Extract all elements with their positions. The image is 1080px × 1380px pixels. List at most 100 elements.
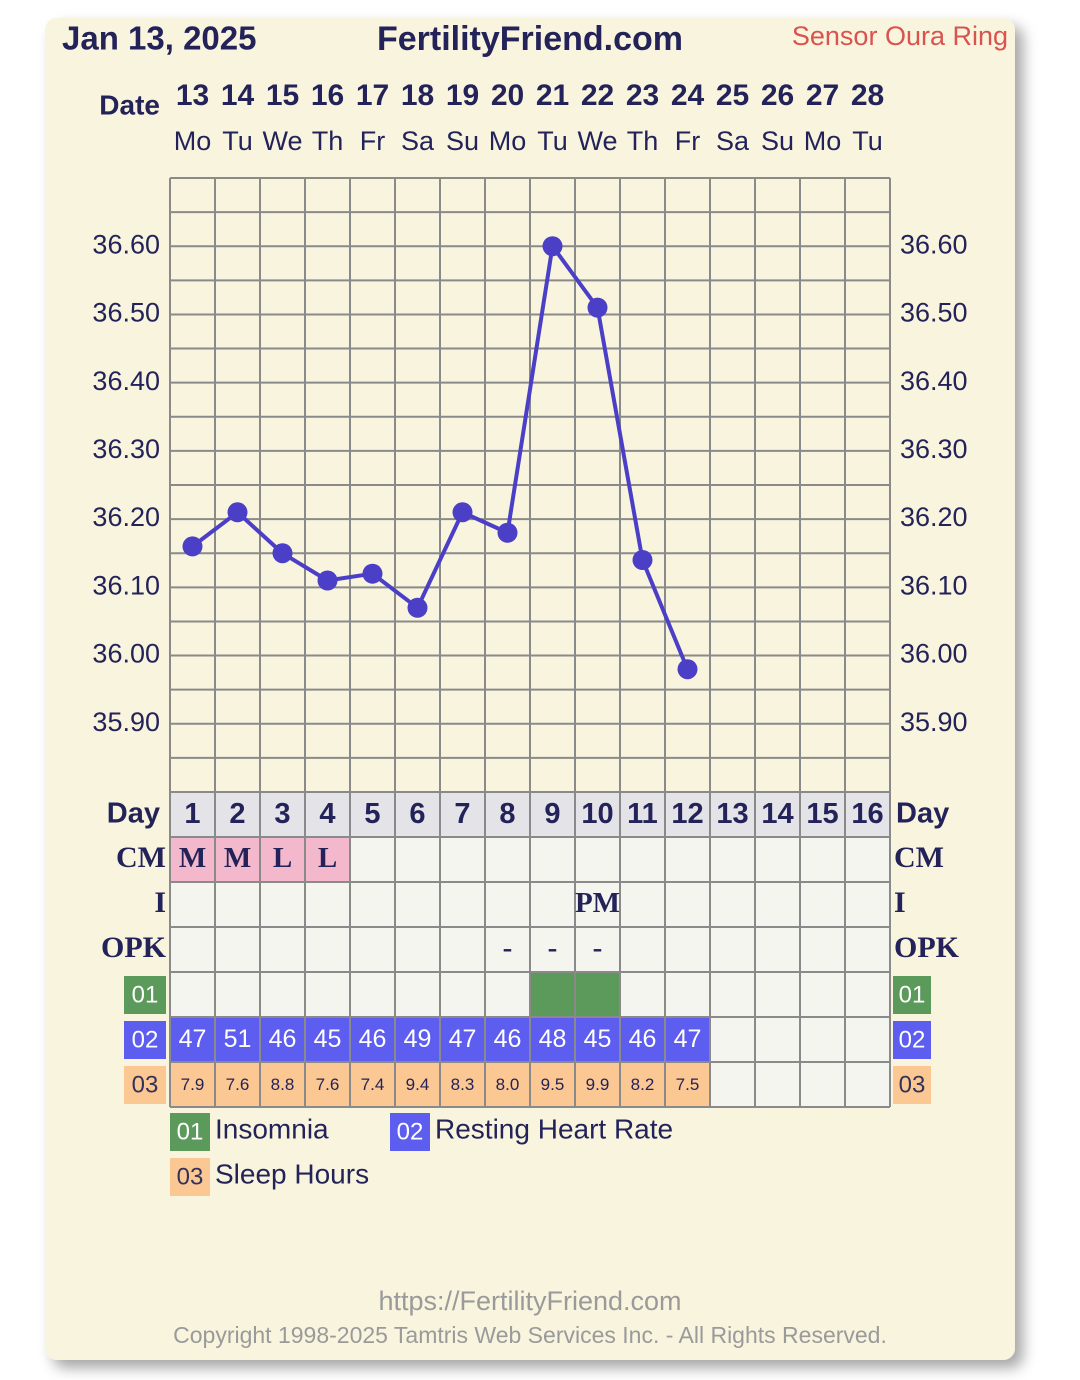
day-label: Day [896, 798, 949, 830]
insomnia-cell [575, 972, 620, 1017]
weekday-label: Mo [804, 126, 842, 156]
row-label: OPK [101, 931, 167, 964]
temperature-line [191, 244, 690, 670]
rhr-cell [440, 1017, 485, 1062]
weekday-label: Th [627, 126, 659, 156]
temperature-point [362, 563, 383, 584]
legend-label: Insomnia [215, 1113, 329, 1144]
temperature-point [407, 597, 428, 618]
code-label: 02 [899, 1026, 926, 1053]
weekday-label: Fr [360, 126, 385, 156]
sleep-label: 7.6 [316, 1075, 340, 1094]
weekday-label: Su [761, 126, 794, 156]
cm-cell [260, 837, 305, 882]
date-label: 15 [266, 79, 299, 112]
date-label: 26 [761, 79, 794, 112]
date-label: 25 [716, 79, 749, 112]
rhr-label: 47 [179, 1025, 207, 1053]
rhr-cell [170, 1017, 215, 1062]
cm-cell [170, 837, 215, 882]
sleep-cell [395, 1062, 440, 1107]
y-tick-label: 36.60 [92, 229, 160, 259]
rhr-cell [665, 1017, 710, 1062]
code-badge [124, 976, 166, 1014]
y-tick-label: 35.90 [92, 707, 160, 737]
sleep-label: 8.0 [496, 1075, 520, 1094]
day-label: Day [107, 798, 160, 830]
rhr-label: 51 [224, 1025, 252, 1053]
weekday-label: Sa [401, 126, 435, 156]
day-number: 8 [499, 798, 515, 830]
rhr-label: 48 [539, 1025, 567, 1053]
y-tick-label: 36.40 [92, 366, 160, 396]
code-badge [390, 1113, 430, 1151]
temperature-point [677, 659, 698, 680]
temperature-point [632, 550, 653, 571]
rhr-cell [575, 1017, 620, 1062]
weekday-label: Mo [489, 126, 527, 156]
sleep-label: 7.5 [676, 1075, 700, 1094]
code-badge [893, 1021, 931, 1059]
day-number: 2 [229, 798, 245, 830]
day-number: 15 [806, 798, 838, 830]
temperature-point [182, 536, 203, 557]
weekday-label: Tu [537, 126, 568, 156]
copyright: Copyright 1998-2025 Tamtris Web Services… [173, 1322, 887, 1348]
sleep-label: 7.9 [181, 1075, 205, 1094]
legend-label: Sleep Hours [215, 1158, 369, 1189]
temperature-point [317, 570, 338, 591]
sleep-label: 8.8 [271, 1075, 295, 1094]
date-label: 22 [581, 79, 614, 112]
code-label: 03 [132, 1071, 159, 1098]
weekday-label: Fr [675, 126, 700, 156]
sleep-cell [620, 1062, 665, 1107]
chart-date: Jan 13, 2025 [62, 20, 257, 57]
weekday-label: We [262, 126, 302, 156]
row-label: CM [894, 841, 944, 874]
rhr-cell [620, 1017, 665, 1062]
sensor-label: Sensor Oura Ring [792, 21, 1008, 51]
date-label: 17 [356, 79, 389, 112]
sleep-cell [575, 1062, 620, 1107]
rhr-label: 47 [674, 1025, 702, 1053]
sleep-label: 8.2 [631, 1075, 655, 1094]
day-number: 11 [627, 798, 658, 830]
y-tick-label: 36.10 [92, 570, 160, 600]
rhr-label: 46 [629, 1025, 657, 1053]
code-badge [170, 1113, 210, 1151]
day-number: 13 [716, 798, 748, 830]
day-number: 12 [671, 798, 703, 830]
sleep-cell [665, 1062, 710, 1107]
day-number: 7 [454, 798, 470, 830]
cm-value: M [179, 842, 206, 874]
day-number: 10 [581, 798, 613, 830]
weekday-label: Tu [852, 126, 883, 156]
date-label: Date [99, 89, 160, 120]
site-title: FertilityFriend.com [377, 20, 683, 58]
sleep-label: 7.4 [361, 1075, 385, 1094]
code-label: 03 [899, 1071, 926, 1098]
date-label: 14 [221, 79, 255, 112]
code-label: 01 [899, 981, 926, 1008]
day-number: 4 [319, 798, 335, 830]
y-tick-label: 36.10 [900, 570, 968, 600]
code-badge [124, 1066, 166, 1104]
weekday-label: Su [446, 126, 479, 156]
sleep-cell [485, 1062, 530, 1107]
date-label: 19 [446, 79, 479, 112]
y-tick-label: 36.00 [900, 639, 968, 669]
opk-value: - [548, 932, 558, 964]
code-label: 03 [177, 1163, 204, 1190]
cm-value: L [273, 842, 292, 874]
sleep-cell [530, 1062, 575, 1107]
date-label: 23 [626, 79, 659, 112]
rhr-cell [485, 1017, 530, 1062]
day-number: 5 [364, 798, 380, 830]
cm-cell [305, 837, 350, 882]
sleep-label: 8.3 [451, 1075, 475, 1094]
day-number: 3 [274, 798, 290, 830]
row-label: I [894, 886, 906, 919]
weekday-label: Sa [716, 126, 750, 156]
cm-cell [215, 837, 260, 882]
